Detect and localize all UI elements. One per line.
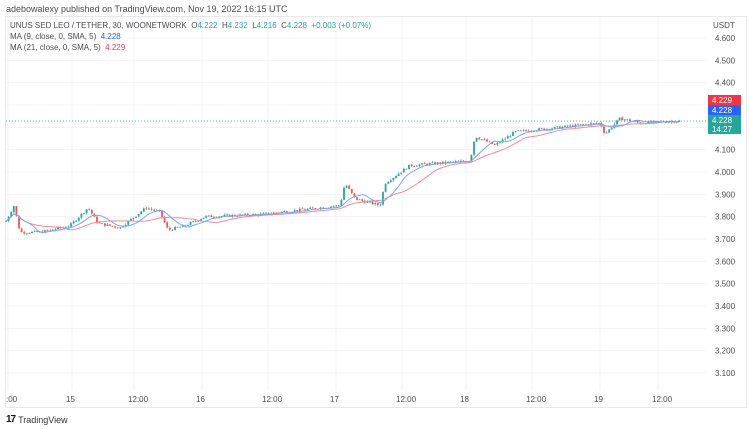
svg-text:12:00: 12:00 <box>262 395 283 404</box>
ma21-line <box>5 120 680 231</box>
svg-text:3.700: 3.700 <box>715 235 736 244</box>
high-value: 4.232 <box>227 21 248 30</box>
svg-text:15: 15 <box>66 395 75 404</box>
svg-text::00: :00 <box>6 395 18 404</box>
svg-text:3.200: 3.200 <box>715 347 736 356</box>
low-value: 4.216 <box>256 21 277 30</box>
svg-text:4.000: 4.000 <box>715 168 736 177</box>
tradingview-logo-icon: 17 <box>6 414 16 425</box>
badge-ma9: 4.228 <box>712 106 733 115</box>
svg-text:12:00: 12:00 <box>652 395 673 404</box>
open-value: 4.222 <box>197 21 218 30</box>
chart-legend: UNUS SED LEO / TETHER, 30, WOONETWORK O4… <box>10 20 371 53</box>
ma21-label: MA (21, close, 0, SMA, 5) <box>10 43 101 52</box>
price-badges: 4.229 4.228 4.228 14:27 <box>708 95 741 134</box>
svg-text:19: 19 <box>594 395 603 404</box>
svg-text:4.100: 4.100 <box>715 146 736 155</box>
ma9-row[interactable]: MA (9, close, 0, SMA, 5) 4.228 <box>10 31 371 42</box>
badge-countdown: 14:27 <box>712 125 733 134</box>
candlesticks <box>5 116 681 236</box>
svg-text:3.800: 3.800 <box>715 213 736 222</box>
svg-text:12:00: 12:00 <box>396 395 417 404</box>
grid-lines <box>6 17 706 390</box>
published-caption: adebowalexy published on TradingView.com… <box>6 4 288 14</box>
svg-text:4.600: 4.600 <box>715 34 736 43</box>
ma21-value: 4.229 <box>105 43 126 52</box>
svg-text:3.300: 3.300 <box>715 324 736 333</box>
time-axis[interactable]: :00 15 12:00 16 12:00 17 12:00 18 12:00 19 12:00 <box>6 395 673 404</box>
svg-text:18: 18 <box>460 395 469 404</box>
ma21-row[interactable]: MA (21, close, 0, SMA, 5) 4.229 <box>10 42 371 53</box>
svg-text:4.400: 4.400 <box>715 79 736 88</box>
svg-text:4.500: 4.500 <box>715 56 736 65</box>
badge-ma21: 4.229 <box>712 96 733 105</box>
brand-name: TradingView <box>18 414 68 425</box>
ma9-value: 4.228 <box>100 32 121 41</box>
svg-text:12:00: 12:00 <box>128 395 149 404</box>
currency-label: USDT <box>713 21 735 30</box>
ma9-line <box>5 119 680 233</box>
svg-text:3.100: 3.100 <box>715 369 736 378</box>
symbol-title[interactable]: UNUS SED LEO / TETHER, 30, WOONETWORK <box>10 21 187 30</box>
close-value: 4.228 <box>286 21 307 30</box>
change-value: +0.003 (+0.07%) <box>311 21 372 30</box>
chart-frame[interactable] <box>5 16 747 408</box>
footer-branding[interactable]: 17 TradingView <box>6 414 68 425</box>
ohlc-row: UNUS SED LEO / TETHER, 30, WOONETWORK O4… <box>10 21 372 30</box>
ma9-label: MA (9, close, 0, SMA, 5) <box>10 32 97 41</box>
svg-text:3.900: 3.900 <box>715 190 736 199</box>
badge-last-price: 4.228 <box>712 116 733 125</box>
svg-text:17: 17 <box>330 395 339 404</box>
svg-text:12:00: 12:00 <box>526 395 547 404</box>
svg-text:3.400: 3.400 <box>715 302 736 311</box>
svg-text:16: 16 <box>196 395 205 404</box>
svg-text:3.600: 3.600 <box>715 257 736 266</box>
svg-text:3.500: 3.500 <box>715 280 736 289</box>
price-axis[interactable]: 4.6004.5004.4004.3004.2004.1004.0003.900… <box>715 34 736 378</box>
